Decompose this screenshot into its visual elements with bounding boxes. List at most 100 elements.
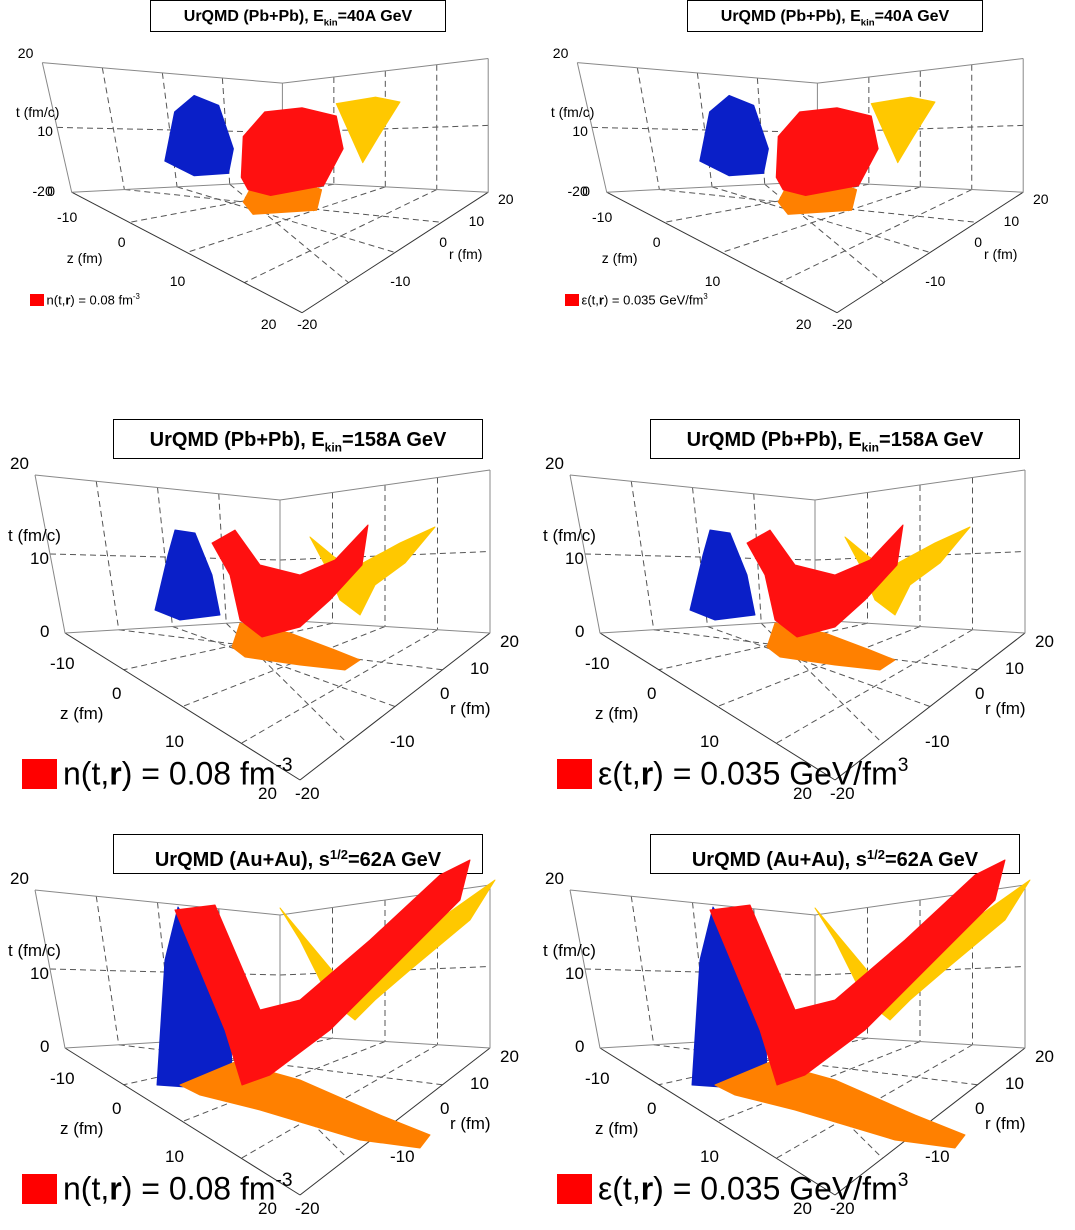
box-edge [41,62,73,193]
legend-label: ε(t,r) = 0.035 GeV/fm3 [598,1170,908,1207]
axis-line [71,191,303,314]
red-isosurface-shape [775,107,879,196]
z-tick: 10 [165,732,184,751]
axis-line [64,1047,301,1196]
grid-line [630,896,655,1045]
grid-line [775,629,973,744]
t-tick-mid: 10 [37,123,53,140]
grid-line [630,481,655,630]
t-tick-min: 0 [575,622,585,641]
legend-text: ε(t, [598,1170,641,1207]
box-edge [42,62,283,84]
grid-line [157,487,173,627]
r-tick: 0 [440,684,450,703]
title-text: UrQMD (Au+Au), s [154,849,330,872]
z-tick: 20 [260,315,277,332]
grid-line [56,126,283,133]
grid-line [157,902,173,1042]
grid-line [225,622,348,744]
r-tick: -20 [830,784,855,803]
t-tick-mid: 10 [565,549,584,568]
red-isosurface-shape [211,524,369,638]
plot-3d-box [569,469,1026,781]
legend: n(t,r) = 0.08 fm-3 [22,1170,293,1207]
red-isosurface-shape [240,107,344,196]
grid-line [591,126,818,133]
grid-line [717,626,921,707]
z-tick: 0 [647,684,657,703]
legend-value: ) = 0.08 fm [121,1170,276,1207]
r-tick: 20 [500,1047,519,1066]
legend: ε(t,r) = 0.035 GeV/fm3 [564,292,708,308]
legend-vector: r [598,292,604,308]
blue-projection-shape [699,94,769,177]
legend-label: n(t,r) = 0.08 fm-3 [63,755,293,792]
z-tick: -10 [50,654,75,673]
t-axis-label: t (fm/c) [543,526,596,545]
red-isosurface-shape [174,859,471,1086]
r-axis-label: r (fm) [984,246,1018,263]
r-axis-label: r (fm) [449,246,483,263]
grid-line [659,189,977,223]
grid-line [721,186,921,253]
t-tick-max: 20 [545,869,564,888]
axis-line [299,632,491,781]
z-axis-label: z (fm) [66,250,103,267]
t-tick-max: 20 [545,454,564,473]
box-edge [817,58,1024,84]
z-tick: -10 [50,1069,75,1088]
r-tick: 10 [1005,1074,1024,1093]
z-axis-label: z (fm) [595,1119,639,1138]
r-tick: 20 [1033,191,1049,208]
legend-label: n(t,r) = 0.08 fm-3 [47,292,140,307]
legend-value: ) = 0.035 GeV/fm [653,755,898,792]
legend-text: ε(t, [598,755,641,792]
z-tick: 20 [793,784,812,803]
legend: ε(t,r) = 0.035 GeV/fm3 [557,755,908,792]
plot-title: UrQMD (Pb+Pb), Ekin=40A GeV [150,0,446,32]
z-tick: 20 [795,315,812,332]
r-tick: 10 [470,659,489,678]
legend: ε(t,r) = 0.035 GeV/fm3 [557,1170,908,1207]
grid-line [696,72,713,187]
t-axis-label: t (fm/c) [15,104,60,121]
t-tick-mid: 10 [572,123,588,140]
legend: n(t,r) = 0.08 fm-3 [29,292,140,308]
r-tick: 10 [1005,659,1024,678]
title-text: UrQMD (Pb+Pb), E [720,8,861,25]
box-edge [814,619,1026,634]
box-edge [814,469,1026,501]
t-axis-label: t (fm/c) [8,941,61,960]
box-edge [34,889,281,916]
grid-line [692,902,708,1042]
legend-vector: r [640,755,654,792]
z-tick: 10 [169,273,186,290]
r-axis-label: r (fm) [450,1114,491,1133]
legend-exponent: -3 [132,292,140,302]
z-tick: 10 [165,1147,184,1166]
t-tick-max: 20 [17,45,34,62]
legend-swatch [22,1173,57,1204]
grid-line [123,622,333,671]
r-tick: -20 [832,315,853,332]
r-tick: 20 [500,632,519,651]
r-axis-label: r (fm) [985,699,1026,718]
r-tick: -20 [295,784,320,803]
plot-panel: UrQMD (Pb+Pb), Ekin=40A GeV 20 t (fm/c) 10 0… [535,0,1075,385]
orange-projection-shape [231,622,361,671]
r-tick: 20 [498,191,514,208]
z-tick: 0 [112,1099,122,1118]
t-tick-min: 0 [47,183,55,199]
t-tick-extra: -20 [567,183,588,199]
box-edge [569,474,601,634]
axis-line [301,191,489,314]
z-tick: 0 [652,233,661,250]
plot-3d-box [41,58,489,314]
legend-exponent: 3 [703,292,708,302]
plot-3d-box [34,859,496,1196]
z-axis-label: z (fm) [595,704,639,723]
z-tick: -10 [57,209,78,226]
r-tick: -20 [295,1199,320,1218]
legend-label: ε(t,r) = 0.035 GeV/fm3 [598,755,908,792]
blue-projection-shape [154,529,221,621]
